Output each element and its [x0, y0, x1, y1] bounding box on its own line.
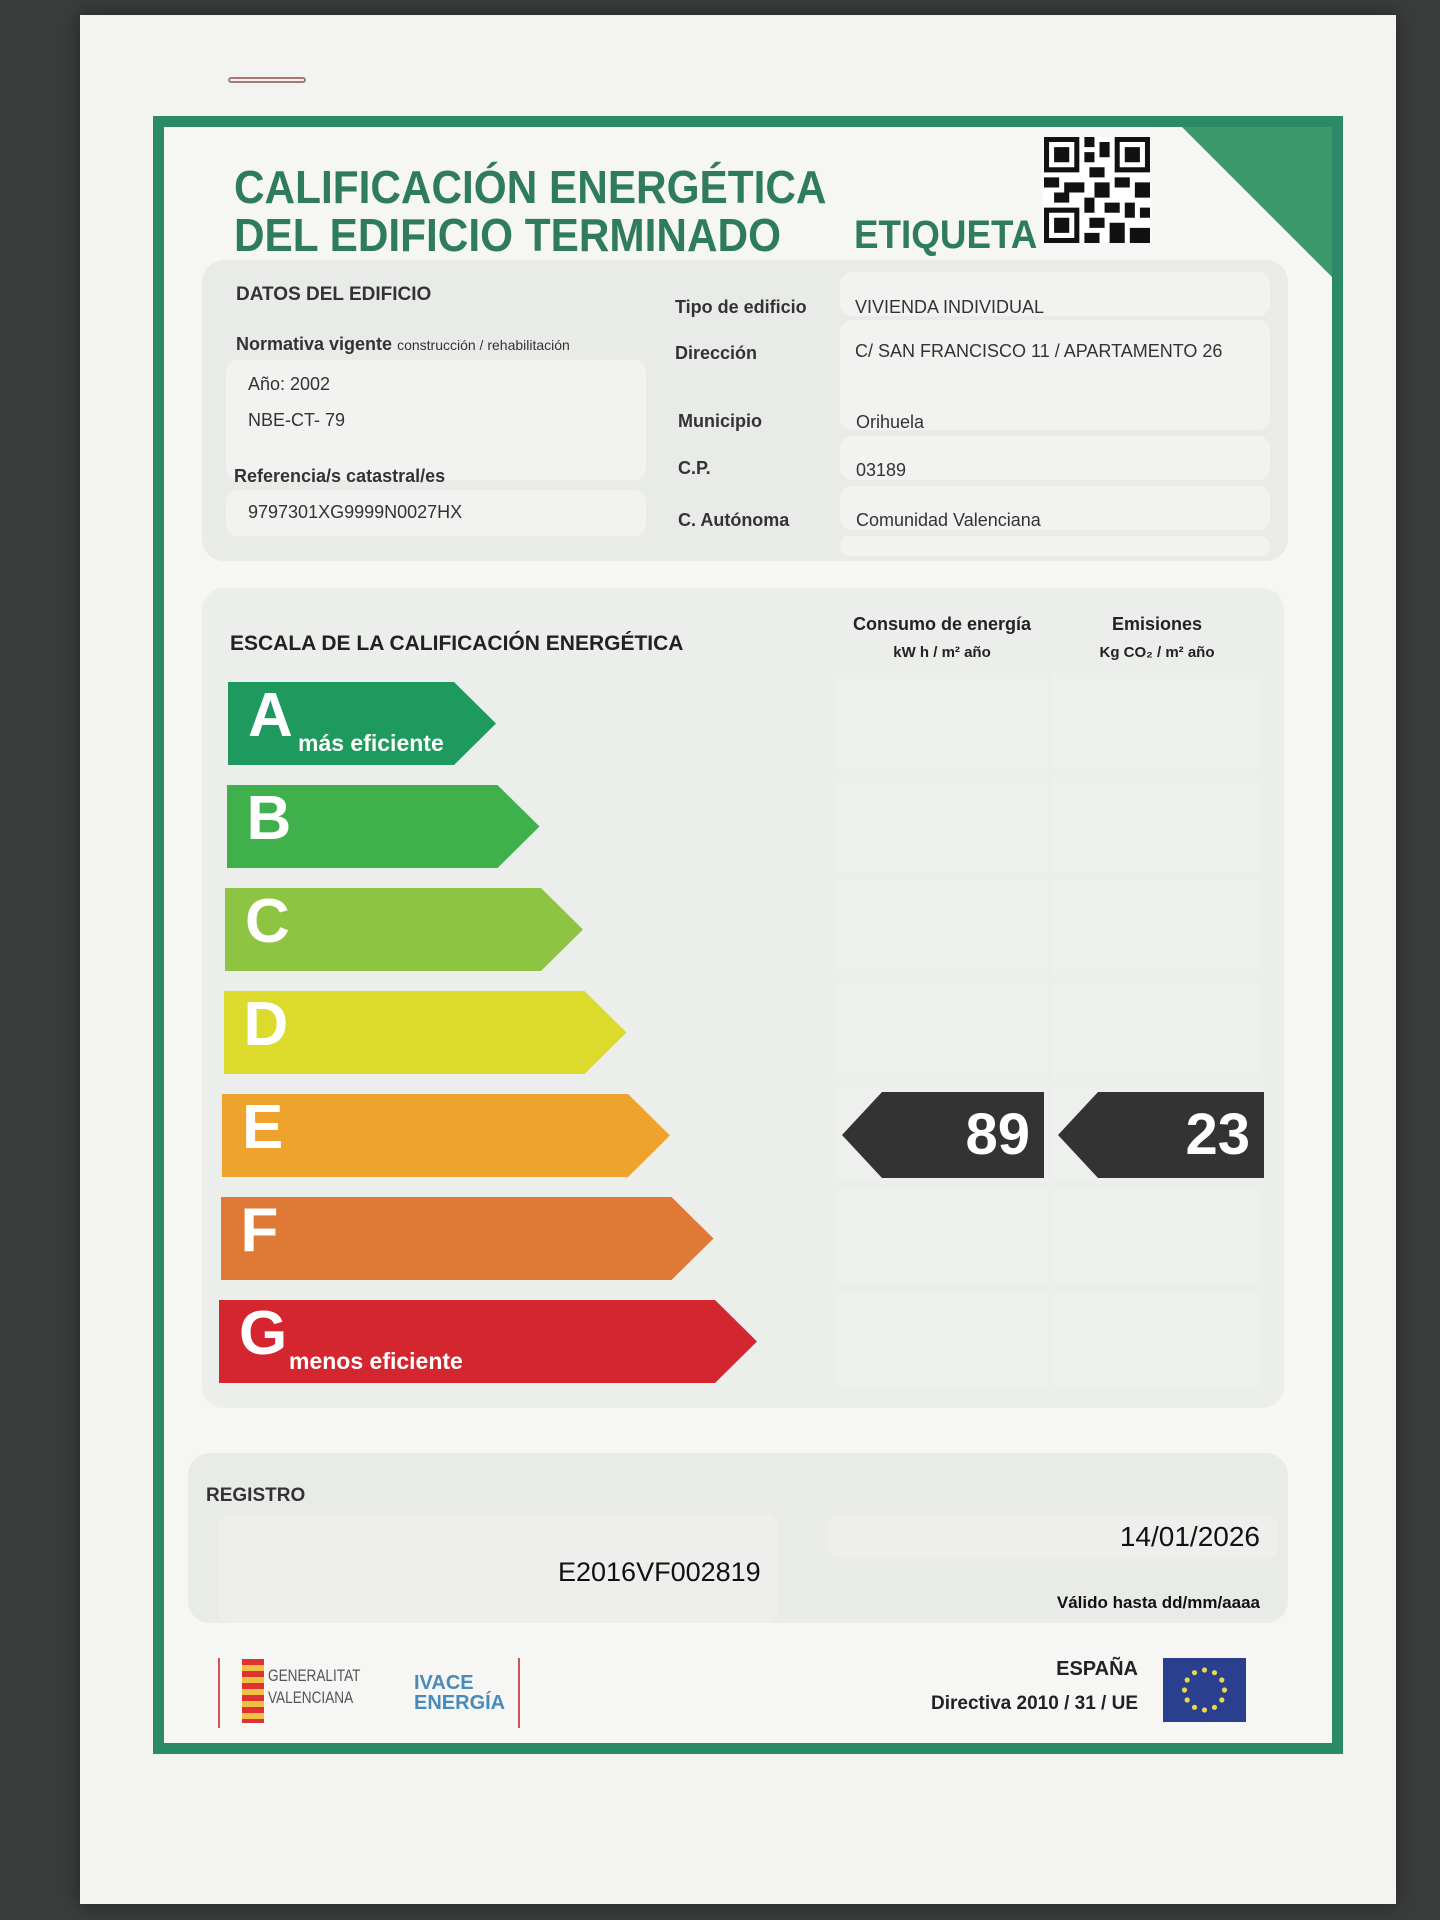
rating-letter: B [246, 784, 292, 853]
eu-star [1201, 1667, 1208, 1673]
tipo-value: VIVIENDA INDIVIDUAL [855, 297, 1045, 317]
divider [218, 1658, 220, 1728]
eu-star [1184, 1677, 1190, 1683]
eu-flag-icon [1163, 1658, 1246, 1722]
energy-label: CALIFICACIÓN ENERGÉTICA DEL EDIFICIO TERM… [153, 116, 1343, 1754]
rating-letter: E [242, 1093, 284, 1162]
autonoma-label: C. Autónoma [678, 510, 790, 530]
generalitat-logo: GENERALITAT VALENCIANA [268, 1666, 361, 1707]
normativa-label: Normativa vigente construcción / rehabil… [236, 334, 570, 355]
rating-arrow-b: B [226, 784, 540, 868]
cp-value: 03189 [856, 460, 907, 480]
eu-star [1191, 1704, 1198, 1710]
rating-letter: D [243, 990, 289, 1059]
registro-date: 14/01/2026 [1119, 1521, 1260, 1552]
norma-value: NBE-CT- 79 [248, 410, 346, 430]
grid-cell-emisiones [1052, 983, 1262, 1078]
eu-star [1191, 1670, 1198, 1676]
direccion-label: Dirección [675, 343, 758, 363]
rating-letter: A [248, 681, 293, 750]
normativa-subtitle: construcción / rehabilitación [397, 337, 570, 353]
normativa-title: Normativa vigente [236, 334, 393, 354]
consumo-value-arrow: 89 [842, 1092, 1044, 1178]
eu-star [1184, 1697, 1190, 1703]
field-bg [840, 436, 1270, 480]
emisiones-unit: Kg CO₂ / m² año [1099, 644, 1215, 661]
grid-cell-emisiones [1052, 880, 1262, 975]
ivace-logo: IVACE ENERGÍA [414, 1672, 506, 1714]
field-bg [840, 486, 1270, 530]
registro-number-field [218, 1515, 778, 1623]
registro-section: REGISTRO E2016VF002819 14/01/2026 Válido… [188, 1453, 1288, 1623]
rating-letter: G [239, 1299, 288, 1368]
staple [228, 77, 306, 83]
eu-star [1211, 1670, 1218, 1676]
referencia-value: 9797301XG9999N0027HX [248, 502, 463, 522]
grid-cell-consumo [838, 1292, 1048, 1387]
title: CALIFICACIÓN ENERGÉTICA DEL EDIFICIO TERM… [234, 163, 826, 259]
generalitat-crest-icon [242, 1659, 264, 1723]
tipo-label: Tipo de edificio [675, 297, 807, 317]
etiqueta-label: ETIQUETA [854, 213, 1038, 257]
rating-scale-section: ESCALA DE LA CALIFICACIÓN ENERGÉTICA Con… [202, 588, 1284, 1408]
eu-star [1219, 1677, 1225, 1683]
normativa-field: Año: 2002 NBE-CT- 79 [226, 360, 646, 480]
grid-cell-consumo [838, 777, 1048, 872]
field-bg [840, 272, 1270, 316]
field-bg [840, 320, 1270, 430]
direccion-value: C/ SAN FRANCISCO 11 / APARTAMENTO 26 [855, 341, 1223, 361]
rating-arrow-d: D [223, 990, 627, 1074]
autonoma-value: Comunidad Valenciana [856, 510, 1041, 530]
eu-star [1219, 1697, 1225, 1703]
cp-label: C.P. [678, 458, 711, 478]
grid-cell-consumo [838, 674, 1048, 769]
rating-subtitle: menos eficiente [289, 1348, 463, 1374]
country-label: ESPAÑA [1056, 1658, 1138, 1680]
title-line2: DEL EDIFICIO TERMINADO [234, 209, 782, 261]
grid-cell-consumo [838, 1189, 1048, 1284]
datos-heading: DATOS DEL EDIFICIO [236, 284, 432, 305]
grid-cell-emisiones [1052, 777, 1262, 872]
eu-star [1221, 1687, 1228, 1693]
directive-label: Directiva 2010 / 31 / UE [930, 1693, 1138, 1714]
scale-heading: ESCALA DE LA CALIFICACIÓN ENERGÉTICA [230, 632, 684, 655]
grid-cell-emisiones [1052, 674, 1262, 769]
municipio-value: Orihuela [856, 412, 925, 432]
rating-arrow-c: C [225, 888, 583, 971]
emisiones-value-arrow: 23 [1058, 1092, 1264, 1178]
grid-cell-consumo [838, 880, 1048, 975]
eu-star [1181, 1687, 1188, 1693]
divider [518, 1658, 520, 1728]
consumo-header: Consumo de energía [852, 614, 1032, 634]
grid-cell-consumo [838, 983, 1048, 1078]
rating-subtitle: más eficiente [298, 730, 444, 756]
eu-star [1211, 1704, 1218, 1710]
rating-arrow-e: E [222, 1094, 670, 1177]
field-bg [840, 536, 1270, 556]
referencia-field: 9797301XG9999N0027HX [226, 490, 646, 536]
referencia-label: Referencia/s catastral/es [234, 466, 446, 486]
consumo-unit: kW h / m² año [893, 644, 991, 661]
anio-value: Año: 2002 [248, 374, 331, 394]
municipio-label: Municipio [678, 411, 762, 431]
eu-star [1201, 1707, 1208, 1713]
title-line1: CALIFICACIÓN ENERGÉTICA [234, 161, 827, 213]
registro-heading: REGISTRO [206, 1485, 306, 1506]
valid-until-label: Válido hasta dd/mm/aaaa [1056, 1593, 1260, 1612]
registro-date-field [828, 1515, 1278, 1559]
grid-cell-emisiones [1052, 1292, 1262, 1387]
grid-cell-emisiones [1052, 1189, 1262, 1284]
building-data-section: DATOS DEL EDIFICIO Normativa vigente con… [202, 260, 1288, 561]
rating-letter: C [245, 887, 290, 956]
corner-decoration [1182, 127, 1332, 277]
qr-code-icon [1043, 137, 1151, 243]
emisiones-header: Emisiones [1111, 614, 1203, 634]
rating-arrow-f: F [220, 1196, 714, 1280]
rating-letter: F [240, 1196, 279, 1265]
registro-number: E2016VF002819 [558, 1557, 761, 1587]
